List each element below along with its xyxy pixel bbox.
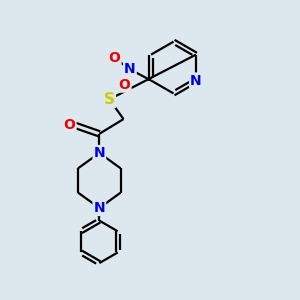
Text: N: N [94,146,105,160]
Text: O: O [119,78,130,92]
Text: N: N [190,74,202,88]
Text: O: O [64,118,76,132]
Text: N: N [124,62,136,76]
Text: N: N [94,201,105,215]
Text: O: O [109,51,121,65]
Text: S: S [104,92,115,107]
